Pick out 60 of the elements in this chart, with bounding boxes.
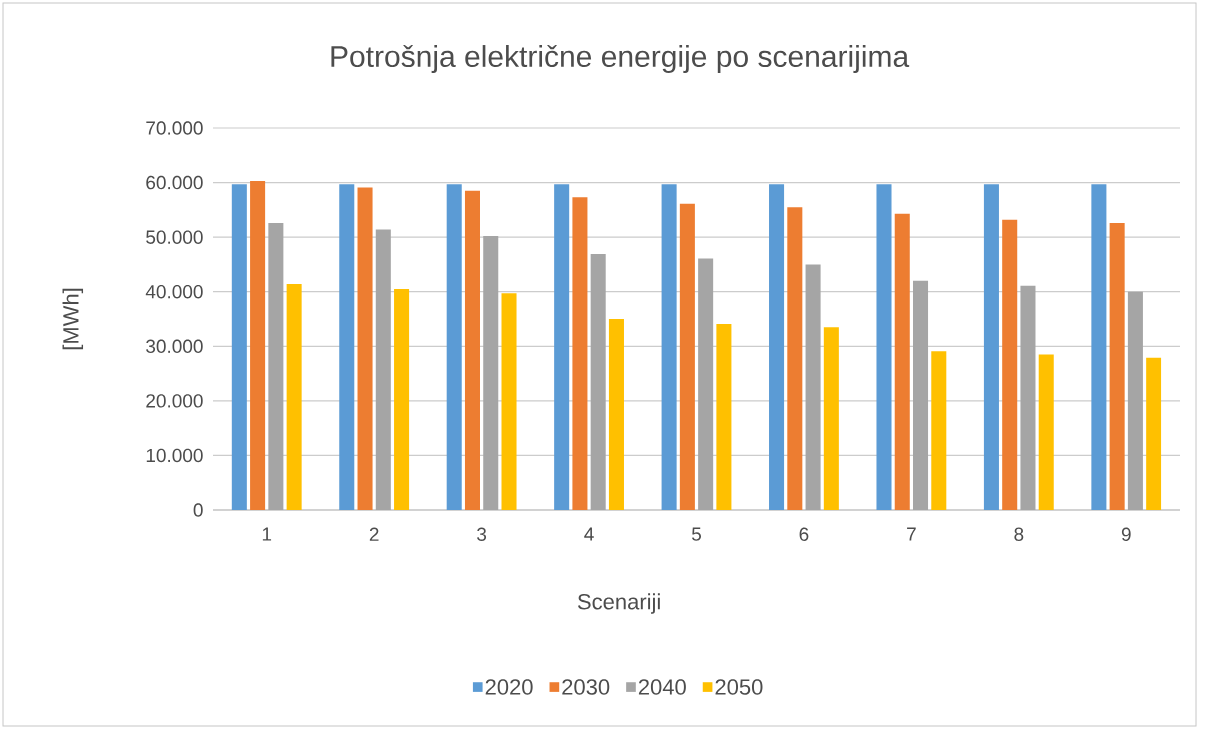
x-axis-title: Scenariji [577, 593, 660, 614]
y-tick-label: 70.000 [146, 121, 203, 135]
bar [1127, 291, 1143, 510]
bar [1038, 354, 1054, 510]
bar [1109, 222, 1125, 510]
y-tick-label: 10.000 [146, 448, 203, 463]
legend-label: 2050 [715, 679, 763, 695]
y-tick-label: 50.000 [146, 230, 203, 244]
chart-title: Potrošnja električne energije po scenarijima [331, 44, 910, 74]
bar [250, 180, 266, 510]
bar [931, 351, 947, 510]
bar [572, 197, 588, 510]
bar [679, 203, 695, 510]
bar [357, 187, 373, 510]
bar [446, 184, 462, 510]
y-tick-label: 30.000 [146, 339, 203, 354]
bar [590, 254, 606, 510]
x-tick-label: 9 [1121, 527, 1131, 541]
bar [716, 323, 732, 510]
bar [394, 288, 410, 510]
x-tick-label: 7 [907, 527, 916, 541]
y-tick-label: 0 [193, 503, 203, 517]
bar [823, 327, 839, 510]
bar [787, 207, 803, 510]
bar [608, 319, 624, 510]
bar [894, 213, 910, 510]
x-tick-label: 2 [369, 527, 379, 541]
bar [501, 293, 517, 510]
y-tick-label: 20.000 [146, 394, 203, 408]
x-tick-label: 5 [691, 527, 701, 541]
y-tick-label: 40.000 [145, 284, 203, 299]
x-tick-label: 1 [262, 527, 272, 541]
bar [1020, 285, 1036, 510]
bar [375, 229, 391, 510]
bar [698, 258, 714, 510]
bar [231, 184, 247, 510]
bar [286, 284, 302, 510]
y-axis-title: [MWh] [62, 288, 84, 350]
bar [554, 184, 570, 510]
bar [876, 184, 892, 510]
x-tick-label: 3 [477, 527, 487, 541]
y-tick-label: 60.000 [146, 175, 203, 190]
bar [769, 184, 785, 510]
bar [1146, 357, 1162, 510]
legend-label: 2030 [562, 679, 610, 695]
bar [483, 236, 499, 510]
bar [661, 184, 677, 510]
bar [913, 280, 929, 510]
x-tick-label: 6 [799, 527, 809, 541]
bar [1002, 219, 1018, 510]
x-tick-label: 4 [584, 527, 594, 541]
bar [464, 190, 480, 510]
legend-label: 2020 [485, 679, 533, 695]
legend-label: 2040 [638, 679, 686, 695]
x-tick-label: 8 [1014, 527, 1024, 541]
bar [805, 264, 821, 510]
bar [983, 184, 999, 510]
bar [339, 184, 355, 510]
bar [1091, 184, 1107, 510]
bar [268, 222, 284, 510]
